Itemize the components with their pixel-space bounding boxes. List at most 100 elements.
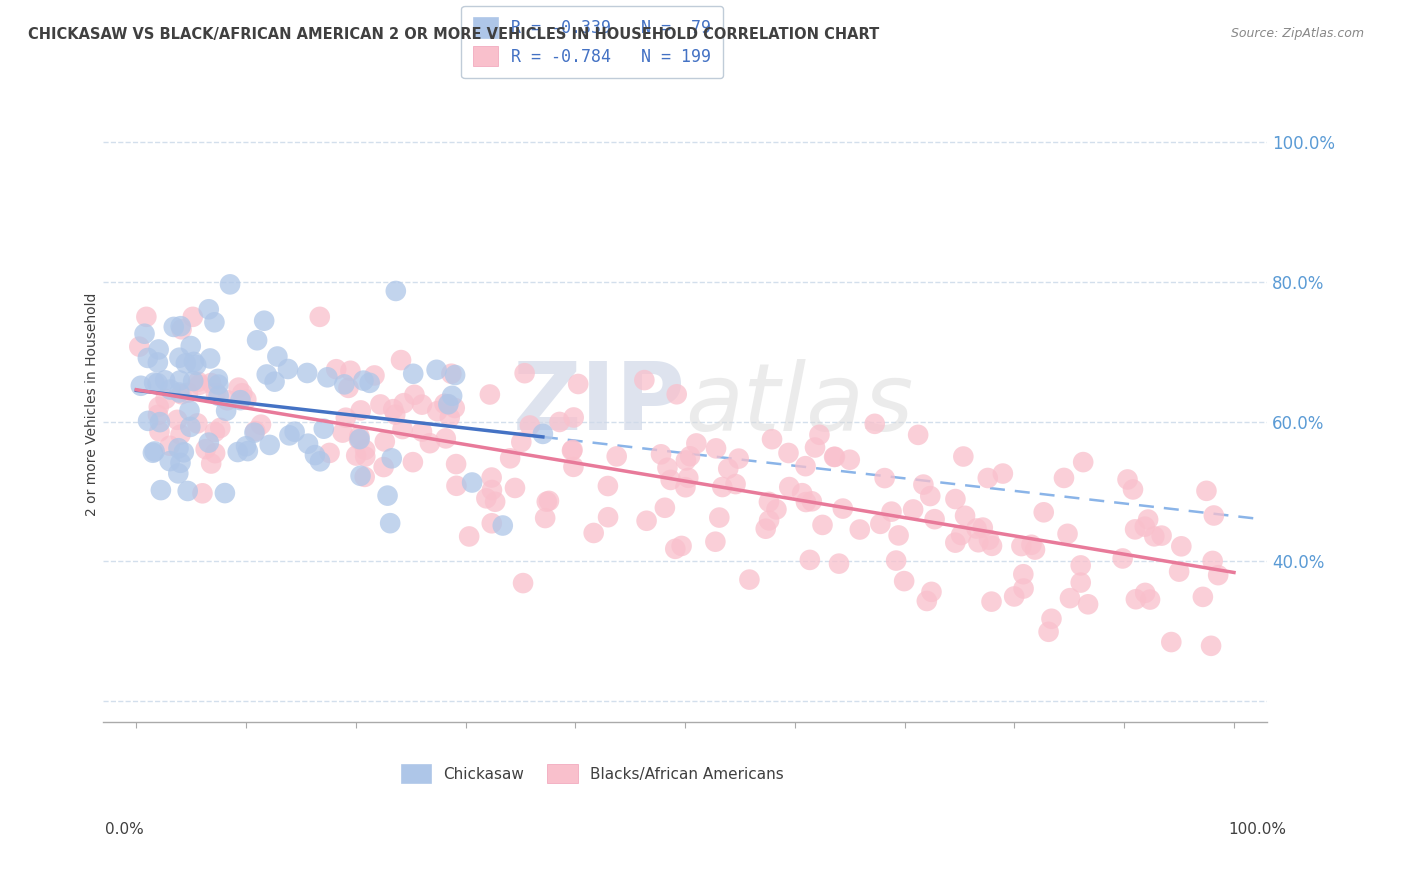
Point — [231, 386, 253, 401]
Point — [1123, 522, 1146, 536]
Point — [794, 495, 817, 509]
Point — [1139, 592, 1161, 607]
Point — [143, 444, 166, 458]
Point — [344, 449, 367, 463]
Point — [204, 425, 226, 439]
Point — [679, 449, 702, 463]
Point — [943, 535, 966, 549]
Point — [512, 576, 534, 591]
Point — [1071, 455, 1094, 469]
Point — [153, 373, 176, 387]
Y-axis label: 2 or more Vehicles in Household: 2 or more Vehicles in Household — [86, 293, 100, 516]
Point — [128, 340, 150, 354]
Point — [484, 494, 506, 508]
Point — [675, 480, 697, 494]
Point — [1059, 591, 1081, 606]
Point — [391, 422, 413, 436]
Point — [146, 376, 169, 391]
Point — [444, 368, 467, 382]
Point — [1195, 483, 1218, 498]
Point — [831, 501, 853, 516]
Point — [441, 389, 464, 403]
Point — [426, 363, 449, 377]
Point — [765, 502, 787, 516]
Point — [374, 434, 396, 449]
Point — [887, 528, 910, 542]
Point — [236, 444, 259, 458]
Point — [704, 534, 727, 549]
Point — [373, 460, 395, 475]
Point — [181, 374, 204, 388]
Point — [200, 457, 222, 471]
Point — [437, 397, 460, 411]
Point — [198, 435, 221, 450]
Point — [664, 541, 686, 556]
Point — [709, 510, 731, 524]
Point — [169, 456, 191, 470]
Point — [849, 523, 872, 537]
Point — [256, 368, 278, 382]
Point — [173, 445, 195, 459]
Point — [717, 461, 740, 475]
Point — [333, 377, 356, 392]
Point — [596, 479, 619, 493]
Point — [250, 417, 273, 432]
Point — [738, 573, 761, 587]
Point — [561, 442, 583, 457]
Point — [1133, 519, 1156, 533]
Point — [475, 491, 498, 506]
Point — [325, 362, 347, 376]
Point — [1160, 635, 1182, 649]
Point — [176, 483, 198, 498]
Point — [761, 432, 783, 446]
Point — [187, 375, 209, 389]
Point — [606, 450, 628, 464]
Point — [204, 385, 226, 400]
Point — [349, 432, 371, 446]
Point — [136, 351, 159, 365]
Point — [977, 471, 1000, 485]
Point — [380, 516, 402, 531]
Point — [799, 553, 821, 567]
Point — [828, 557, 851, 571]
Point — [880, 505, 903, 519]
Point — [912, 477, 935, 491]
Point — [263, 375, 285, 389]
Point — [758, 513, 780, 527]
Point — [148, 400, 170, 414]
Point — [179, 420, 201, 434]
Point — [792, 486, 814, 500]
Point — [179, 403, 201, 417]
Point — [148, 425, 170, 439]
Point — [177, 385, 200, 400]
Point — [458, 529, 481, 543]
Point — [443, 401, 465, 415]
Point — [1150, 528, 1173, 542]
Point — [1137, 512, 1160, 526]
Point — [1192, 590, 1215, 604]
Point — [492, 518, 515, 533]
Point — [755, 522, 778, 536]
Point — [1125, 592, 1147, 607]
Point — [148, 343, 170, 357]
Point — [567, 376, 589, 391]
Point — [277, 362, 299, 376]
Point — [284, 425, 307, 439]
Point — [1111, 551, 1133, 566]
Point — [174, 356, 197, 370]
Point — [440, 367, 463, 381]
Point — [149, 483, 172, 497]
Point — [278, 428, 301, 442]
Point — [377, 489, 399, 503]
Point — [433, 397, 456, 411]
Point — [219, 277, 242, 292]
Point — [209, 421, 232, 435]
Point — [1170, 539, 1192, 553]
Text: ZIP: ZIP — [512, 359, 685, 450]
Point — [180, 339, 202, 353]
Point — [966, 521, 988, 535]
Point — [136, 414, 159, 428]
Point — [354, 450, 377, 464]
Point — [363, 368, 385, 383]
Point — [235, 439, 257, 453]
